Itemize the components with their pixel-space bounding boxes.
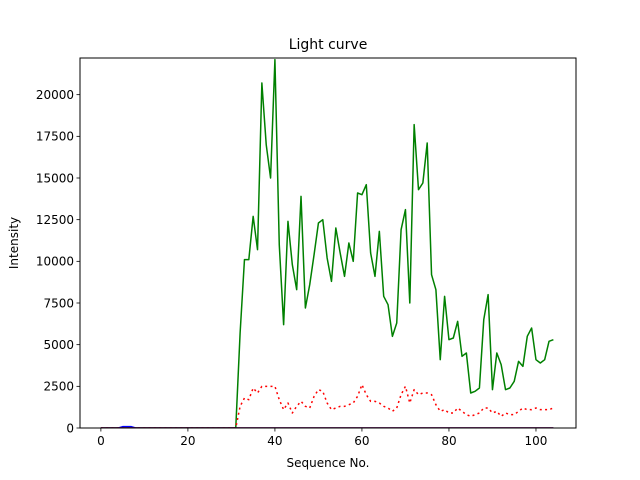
series-line-1 — [100, 58, 554, 428]
y-tick-label: 20000 — [36, 88, 74, 102]
y-axis-label: Intensity — [7, 217, 21, 269]
x-tick-label: 80 — [441, 434, 456, 448]
plot-frame — [79, 57, 577, 429]
x-tick-label: 60 — [354, 434, 369, 448]
y-tick-label: 17500 — [36, 130, 74, 144]
x-axis-label: Sequence No. — [287, 456, 370, 470]
y-tick-label: 15000 — [36, 171, 74, 185]
y-tick-label: 10000 — [36, 255, 74, 269]
x-tick-label: 20 — [180, 434, 195, 448]
x-tick-label: 100 — [525, 434, 548, 448]
series-line-2 — [100, 383, 554, 428]
y-tick-label: 2500 — [43, 380, 74, 394]
y-tick-label: 5000 — [43, 338, 74, 352]
x-tick-label: 40 — [267, 434, 282, 448]
chart-title: Light curve — [289, 37, 368, 53]
series-layer — [100, 58, 554, 428]
y-tick-label: 12500 — [36, 213, 74, 227]
x-tick-label: 0 — [97, 434, 105, 448]
y-tick-label: 0 — [66, 421, 74, 435]
x-axis: 0 20 40 60 80 100 — [97, 428, 547, 448]
y-axis: 0 2500 5000 7500 10000 12500 15000 17500 20000 — [36, 88, 80, 435]
y-tick-label: 7500 — [43, 296, 74, 310]
